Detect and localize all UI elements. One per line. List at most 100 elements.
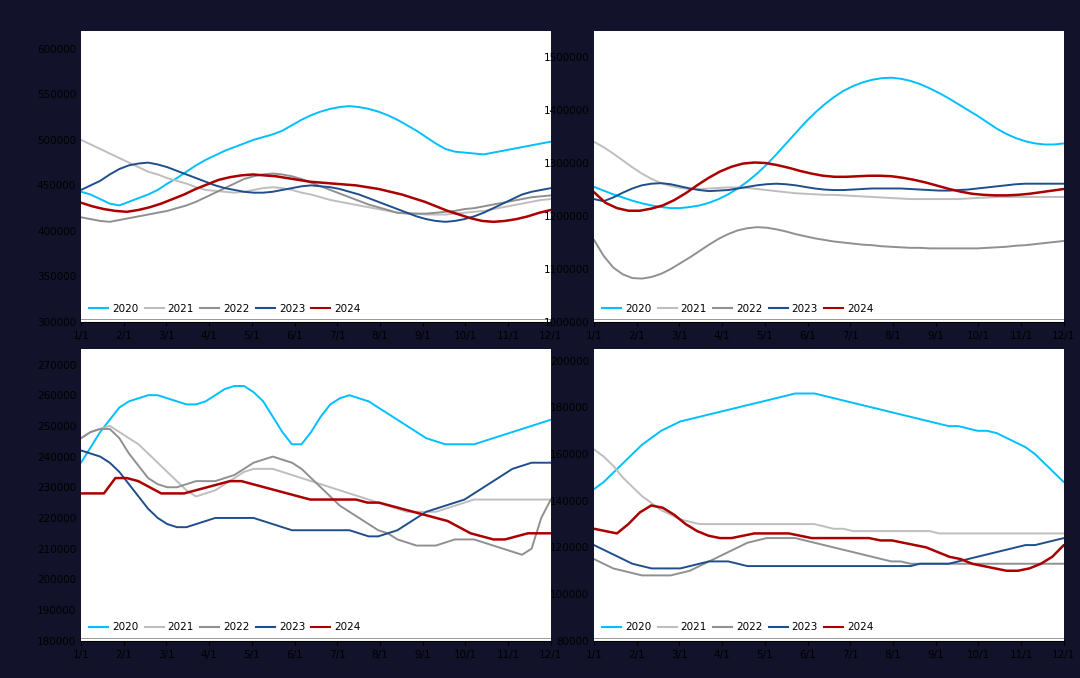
2021 xyxy=(429,508,442,516)
2020 xyxy=(113,201,126,210)
2021 xyxy=(372,498,384,506)
2022 xyxy=(218,184,231,192)
2023 xyxy=(674,182,687,191)
2022 xyxy=(1010,559,1023,567)
2020 xyxy=(401,422,414,430)
2023 xyxy=(741,183,754,191)
2023 xyxy=(438,502,451,510)
2022 xyxy=(285,458,298,466)
2023 xyxy=(674,564,687,572)
2020 xyxy=(199,397,212,405)
2023 xyxy=(1000,181,1013,189)
Line: 2022: 2022 xyxy=(594,538,1064,576)
2024 xyxy=(338,496,351,504)
2024 xyxy=(338,180,351,188)
2023 xyxy=(837,186,850,194)
2022 xyxy=(731,226,744,235)
2021 xyxy=(113,154,126,162)
2020 xyxy=(1038,140,1051,148)
2023 xyxy=(712,557,725,565)
2024 xyxy=(350,181,363,189)
2023 xyxy=(1038,180,1051,188)
2023 xyxy=(324,526,337,534)
2024 xyxy=(154,490,167,498)
2020 xyxy=(981,426,994,435)
2020 xyxy=(798,389,811,397)
2023 xyxy=(607,193,620,201)
2024 xyxy=(246,170,259,178)
2024 xyxy=(828,173,841,181)
2020 xyxy=(1057,140,1070,148)
2024 xyxy=(759,530,772,538)
2024 xyxy=(281,490,294,498)
2023 xyxy=(401,209,414,217)
2022 xyxy=(275,170,288,178)
2021 xyxy=(505,201,518,210)
2023 xyxy=(1048,180,1061,188)
2023 xyxy=(113,165,126,173)
2021 xyxy=(141,167,154,176)
2023 xyxy=(362,194,375,202)
Line: 2024: 2024 xyxy=(594,163,1064,211)
2023 xyxy=(1010,180,1023,188)
2024 xyxy=(874,536,887,544)
2022 xyxy=(856,551,869,559)
2021 xyxy=(741,520,754,528)
2023 xyxy=(645,564,658,572)
2020 xyxy=(171,397,184,405)
2024 xyxy=(1000,567,1013,575)
2024 xyxy=(966,190,978,198)
2020 xyxy=(607,191,620,199)
2023 xyxy=(410,514,423,522)
2024 xyxy=(896,539,909,547)
2020 xyxy=(780,392,793,400)
2020 xyxy=(1010,134,1023,142)
2020 xyxy=(693,413,706,421)
2021 xyxy=(525,198,538,206)
2020 xyxy=(923,84,936,92)
2024 xyxy=(235,477,248,485)
2020 xyxy=(808,109,821,117)
2024 xyxy=(97,205,110,213)
2020 xyxy=(438,440,451,448)
2021 xyxy=(238,188,251,196)
2021 xyxy=(635,492,648,500)
2020 xyxy=(760,397,773,405)
2021 xyxy=(703,184,716,193)
2020 xyxy=(285,440,298,448)
2024 xyxy=(499,217,512,225)
2021 xyxy=(942,530,955,538)
2021 xyxy=(352,492,365,500)
2021 xyxy=(1018,530,1031,538)
2023 xyxy=(94,452,107,460)
2021 xyxy=(113,428,126,436)
2021 xyxy=(544,195,557,203)
2023 xyxy=(420,508,433,516)
Line: 2024: 2024 xyxy=(81,478,551,540)
2023 xyxy=(257,517,270,525)
2023 xyxy=(468,212,481,220)
2021 xyxy=(487,205,500,213)
2021 xyxy=(617,473,630,481)
2023 xyxy=(894,562,907,570)
2023 xyxy=(314,526,327,534)
2023 xyxy=(1000,546,1013,554)
2022 xyxy=(141,474,154,482)
2023 xyxy=(780,180,793,188)
2022 xyxy=(712,235,725,243)
2023 xyxy=(597,197,610,205)
2022 xyxy=(904,244,917,252)
2020 xyxy=(684,415,697,423)
2023 xyxy=(122,161,135,170)
2020 xyxy=(721,191,734,199)
2020 xyxy=(588,485,600,493)
2022 xyxy=(438,207,451,216)
2020 xyxy=(381,111,394,119)
2023 xyxy=(285,184,298,192)
2022 xyxy=(190,477,203,485)
2023 xyxy=(381,530,394,538)
2024 xyxy=(886,536,899,544)
2023 xyxy=(180,170,193,178)
2022 xyxy=(544,496,557,504)
2020 xyxy=(448,148,461,156)
